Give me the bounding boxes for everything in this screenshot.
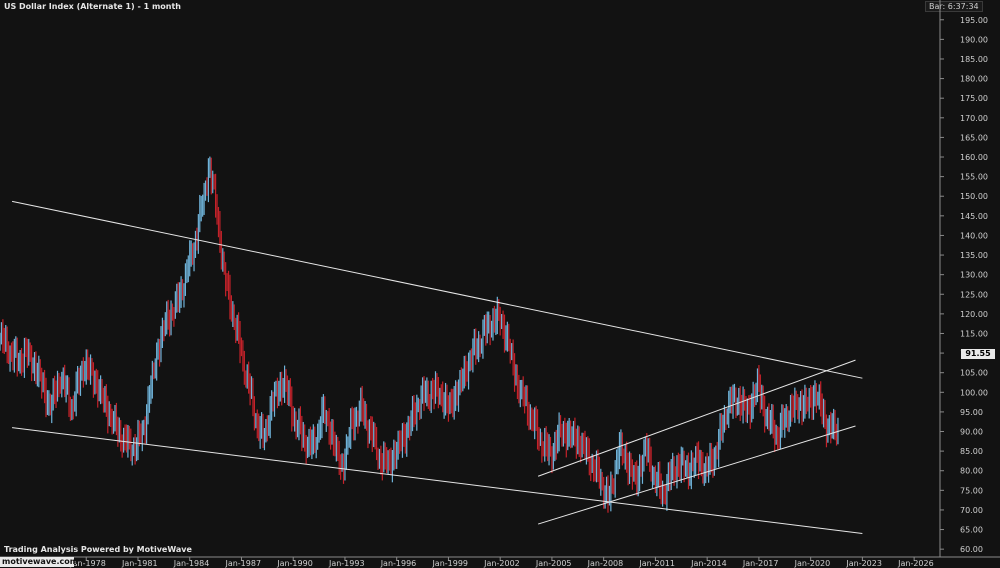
x-tick-label: Jan-2008 <box>587 559 624 568</box>
x-tick-label: Jan-1990 <box>276 559 313 568</box>
x-tick-label: Jan-1999 <box>431 559 468 568</box>
x-tick-label: Jan-2002 <box>483 559 520 568</box>
y-tick-label: 75.00 <box>960 486 983 495</box>
x-tick-label: Jan-2026 <box>897 559 934 568</box>
bar-clock: Bar: 6:37:34 <box>925 1 983 12</box>
x-tick-label: Jan-1993 <box>328 559 365 568</box>
chart-title: US Dollar Index (Alternate 1) - 1 month <box>4 2 181 11</box>
y-tick-label: 155.00 <box>960 173 988 182</box>
trendline[interactable] <box>537 359 856 477</box>
x-tick-label: Jan-1984 <box>173 559 210 568</box>
y-tick-label: 130.00 <box>960 271 988 280</box>
trendline[interactable] <box>12 427 863 534</box>
y-tick-label: 135.00 <box>960 251 988 260</box>
y-tick-label: 140.00 <box>960 231 988 240</box>
y-tick-label: 80.00 <box>960 467 983 476</box>
y-tick-label: 160.00 <box>960 153 988 162</box>
x-tick-label: Jan-2020 <box>794 559 831 568</box>
y-tick-label: 170.00 <box>960 114 988 123</box>
y-tick-label: 95.00 <box>960 408 983 417</box>
y-tick-label: 195.00 <box>960 16 988 25</box>
x-tick-label: Jan-1987 <box>224 559 261 568</box>
x-tick-label: Jan-2017 <box>742 559 779 568</box>
y-axis-ticks: 195.00 190.00 185.00 180.00 175.00 170.00 165.… <box>940 16 988 554</box>
y-tick-label: 175.00 <box>960 94 988 103</box>
x-tick-label: Jan-2005 <box>535 559 572 568</box>
x-tick-label: Jan-2014 <box>690 559 727 568</box>
x-tick-label: Jan-1996 <box>380 559 417 568</box>
y-tick-label: 100.00 <box>960 388 988 397</box>
y-tick-label: 90.00 <box>960 428 983 437</box>
trendlines <box>11 200 863 534</box>
y-tick-label: 145.00 <box>960 212 988 221</box>
current-price-label: 91.55 <box>961 349 995 359</box>
x-tick-label: Jan-1981 <box>121 559 158 568</box>
y-tick-label: 180.00 <box>960 75 988 84</box>
powered-by-text: Trading Analysis Powered by MotiveWave <box>4 545 192 554</box>
x-tick-label: Jan-2011 <box>638 559 675 568</box>
y-tick-label: 70.00 <box>960 506 983 515</box>
y-tick-label: 190.00 <box>960 35 988 44</box>
brand-logo[interactable]: motivewave.com <box>0 557 79 567</box>
x-tick-label: Jan-1978 <box>69 559 106 568</box>
y-tick-label: 65.00 <box>960 526 983 535</box>
y-tick-label: 115.00 <box>960 329 988 338</box>
y-tick-label: 185.00 <box>960 55 988 64</box>
y-tick-label: 150.00 <box>960 192 988 201</box>
y-tick-label: 60.00 <box>960 545 983 554</box>
y-tick-label: 165.00 <box>960 133 988 142</box>
trendline[interactable] <box>11 200 863 379</box>
y-tick-label: 85.00 <box>960 447 983 456</box>
y-tick-label: 120.00 <box>960 310 988 319</box>
trendline[interactable] <box>537 425 856 525</box>
y-tick-label: 105.00 <box>960 369 988 378</box>
price-candles <box>0 156 839 513</box>
x-tick-label: Jan-2023 <box>845 559 882 568</box>
y-tick-label: 125.00 <box>960 290 988 299</box>
x-axis-ticks: Jan-1978 Jan-1981 Jan-1984 Jan-1987 Jan-1990… <box>69 557 934 568</box>
